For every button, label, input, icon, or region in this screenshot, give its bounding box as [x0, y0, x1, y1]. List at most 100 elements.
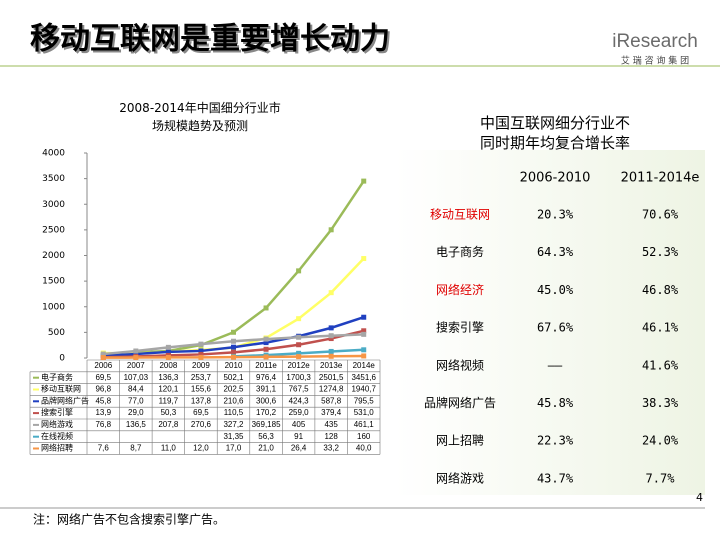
- table-value: 119,7: [159, 396, 179, 405]
- logo: iResearch: [612, 31, 698, 52]
- point: [296, 334, 302, 340]
- logo-sub: 艾 瑞 咨 询 集 团: [621, 55, 689, 67]
- legend-swatch: [33, 423, 39, 426]
- point: [100, 351, 106, 357]
- point: [133, 355, 139, 361]
- note: 注：网络广告不包含搜索引擎广告。: [33, 512, 225, 527]
- y-tick-label: 1000: [42, 302, 65, 312]
- x-tick-label: 2010: [225, 361, 243, 370]
- table-value: 270,6: [191, 420, 212, 429]
- point: [231, 338, 236, 344]
- table-cell: 41.6%: [642, 358, 679, 372]
- table-value: 45,8: [95, 396, 111, 405]
- y-tick-label: 4000: [42, 149, 65, 159]
- chart-title: 2008-2014年中国细分行业市场规模趋势及预测: [119, 100, 280, 133]
- legend-label: 网络游戏: [41, 419, 73, 429]
- point: [361, 331, 367, 337]
- table-value: 33,2: [323, 444, 339, 453]
- point: [296, 342, 302, 348]
- table-value: 369,185: [252, 420, 281, 429]
- table-value: 502,1: [223, 373, 244, 382]
- point: [231, 349, 236, 355]
- table-value: 110,5: [224, 408, 244, 417]
- table-value: 76,8: [95, 420, 111, 429]
- row-label: 搜索引擎: [436, 320, 484, 335]
- y-tick-label: 2500: [42, 225, 65, 235]
- point: [328, 227, 334, 233]
- table-value: 3451,6: [351, 373, 376, 382]
- point: [361, 256, 367, 262]
- table-value: 391,1: [256, 385, 277, 394]
- table-value: 91: [294, 432, 303, 441]
- table-value: 8,7: [130, 444, 142, 453]
- y-tick-label: 3500: [42, 174, 65, 184]
- table-cell: 67.6%: [537, 321, 574, 335]
- table-value: 7,6: [98, 444, 110, 453]
- point: [231, 329, 236, 335]
- title-shadow: 移动互联网是重要增长动力: [32, 24, 392, 59]
- table-value: 155,6: [191, 385, 212, 394]
- table-cell: 46.8%: [642, 283, 679, 297]
- table-cell: 45.0%: [537, 283, 574, 297]
- legend-swatch: [33, 447, 39, 450]
- x-tick-label: 2008: [159, 361, 177, 370]
- row-label: 网络经济: [436, 282, 484, 297]
- legend-label: 电子商务: [41, 372, 73, 382]
- table-title: 中国互联网细分行业不同时期年均复合增长率: [480, 114, 630, 152]
- legend-swatch: [33, 376, 39, 379]
- table-value: 29,0: [128, 408, 144, 417]
- row-label: 网上招聘: [436, 434, 484, 448]
- chart-title-text: 场规模趋势及预测: [152, 118, 248, 133]
- point: [198, 341, 204, 347]
- table-cell: 70.6%: [642, 208, 679, 222]
- table-value: 84,4: [128, 385, 144, 394]
- x-tick-label: 2012e: [287, 361, 310, 370]
- y-tick-label: 0: [59, 354, 65, 364]
- x-tick-label: 2011e: [255, 361, 277, 370]
- point: [361, 314, 367, 320]
- table-value: 77,0: [128, 396, 144, 405]
- table-value: 128: [324, 432, 338, 441]
- point: [263, 340, 269, 346]
- point: [296, 268, 302, 274]
- table-title-text: 同时期年均复合增长率: [480, 134, 630, 152]
- table-value: 26,4: [291, 444, 307, 453]
- point: [296, 316, 302, 322]
- point: [100, 355, 106, 361]
- table-value: 136,3: [158, 373, 179, 382]
- table-value: 1940,7: [351, 385, 376, 394]
- row-label: 电子商务: [436, 244, 484, 259]
- point: [165, 349, 171, 355]
- table-value: 327,2: [223, 420, 244, 429]
- table-value: 96,8: [95, 385, 111, 394]
- table-value: 461,1: [354, 420, 375, 429]
- legend-label: 移动互联网: [41, 384, 81, 394]
- legend-swatch: [33, 435, 39, 438]
- point: [328, 333, 334, 339]
- table-value: 31,35: [223, 432, 244, 441]
- table-value: 210,6: [223, 396, 244, 405]
- table-value: 69,5: [95, 373, 111, 382]
- legend-label: 搜索引擎: [41, 407, 73, 417]
- table-value: 21,0: [258, 444, 274, 453]
- table-value: 160: [357, 432, 371, 441]
- table-cell: 38.3%: [642, 396, 679, 410]
- table-bg: [395, 150, 705, 495]
- table-value: 13,9: [95, 408, 111, 417]
- table-value: 424,3: [289, 396, 310, 405]
- table-value: 259,0: [289, 408, 310, 417]
- point: [263, 305, 269, 311]
- y-tick-label: 2000: [42, 251, 65, 261]
- table-value: 17,0: [226, 444, 242, 453]
- column-header: 2006-2010: [520, 171, 591, 186]
- legend-swatch: [33, 400, 39, 403]
- point: [328, 353, 334, 359]
- table-value: 976,4: [256, 373, 277, 382]
- x-tick-label: 2014e: [353, 361, 376, 370]
- table-cell: 64.3%: [537, 245, 574, 259]
- table-cell: 52.3%: [642, 245, 679, 259]
- x-tick-label: 2006: [94, 361, 112, 370]
- table-value: 1274,8: [319, 385, 344, 394]
